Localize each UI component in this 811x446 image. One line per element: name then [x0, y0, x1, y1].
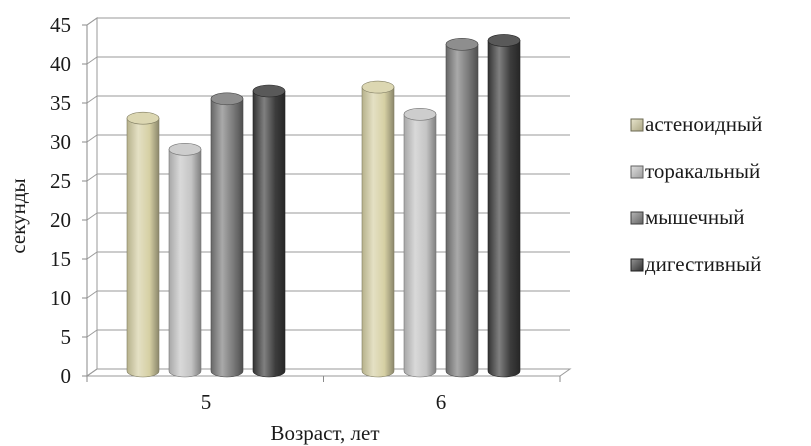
- y-tick-label: 0: [61, 364, 72, 388]
- y-tick-label: 5: [61, 325, 72, 349]
- bar-top: [126, 111, 160, 125]
- bar: [361, 80, 395, 378]
- y-axis-title: секунды: [6, 178, 30, 253]
- legend-swatch: [630, 165, 644, 179]
- legend-item: мышечный: [630, 205, 745, 229]
- gridline-side: [86, 56, 98, 65]
- bar-top: [168, 143, 202, 156]
- gridline-side: [86, 95, 98, 104]
- gridline-side: [86, 368, 98, 377]
- y-tick-label: 30: [50, 130, 71, 154]
- side-wall: [86, 17, 98, 377]
- legend-label: дигестивный: [645, 252, 761, 276]
- bar-body: [126, 117, 160, 378]
- gridline-side: [86, 17, 98, 26]
- bar-top: [487, 34, 521, 47]
- bar: [126, 111, 160, 378]
- legend-swatch: [630, 211, 644, 225]
- bar-top: [445, 38, 479, 51]
- bar-body: [210, 98, 244, 378]
- bar-body: [361, 86, 395, 378]
- legend-label: астеноидный: [645, 112, 762, 136]
- bar-top: [361, 80, 395, 94]
- bar-body: [487, 40, 521, 378]
- legend-item: астеноидный: [630, 112, 762, 136]
- gridline-side: [86, 290, 98, 299]
- y-tick-label: 15: [50, 247, 71, 271]
- x-axis-title: Возраст, лет: [270, 421, 379, 445]
- legend-swatch: [630, 118, 644, 132]
- legend-label: торакальный: [645, 159, 760, 183]
- legend-swatch: [630, 258, 644, 272]
- legend: астеноидный торакальный мышечный дигестивны…: [630, 112, 762, 276]
- y-tick-label: 35: [50, 91, 71, 115]
- legend-item: дигестивный: [630, 252, 761, 276]
- y-tick-label: 25: [50, 169, 71, 193]
- bar: [210, 92, 244, 378]
- y-tick-label: 40: [50, 52, 71, 76]
- gridline-side: [86, 134, 98, 143]
- y-tick-label: 45: [50, 13, 71, 37]
- bar: [487, 34, 521, 378]
- legend-label: мышечный: [645, 205, 745, 229]
- bar-top: [403, 108, 437, 121]
- gridline-side: [86, 212, 98, 221]
- bar-body: [445, 44, 479, 378]
- bar-body: [252, 90, 286, 378]
- gridline-side: [86, 173, 98, 182]
- y-tick-label: 10: [50, 286, 71, 310]
- bar: [403, 108, 437, 378]
- gridline-side: [86, 329, 98, 338]
- bar-top: [210, 92, 244, 106]
- bar-body: [403, 114, 437, 378]
- bar-top: [252, 84, 286, 98]
- bar: [252, 84, 286, 378]
- legend-item: торакальный: [630, 159, 760, 183]
- bars: [126, 34, 521, 378]
- y-axis-ticks: 0 5 10 15 20 25 30 35 40 45: [50, 13, 87, 388]
- bar: [168, 143, 202, 378]
- bar-body: [168, 149, 202, 378]
- y-tick-label: 20: [50, 208, 71, 232]
- x-tick-label: 6: [436, 390, 447, 414]
- bar: [445, 38, 479, 378]
- x-tick-label: 5: [201, 390, 212, 414]
- gridline-side: [86, 251, 98, 260]
